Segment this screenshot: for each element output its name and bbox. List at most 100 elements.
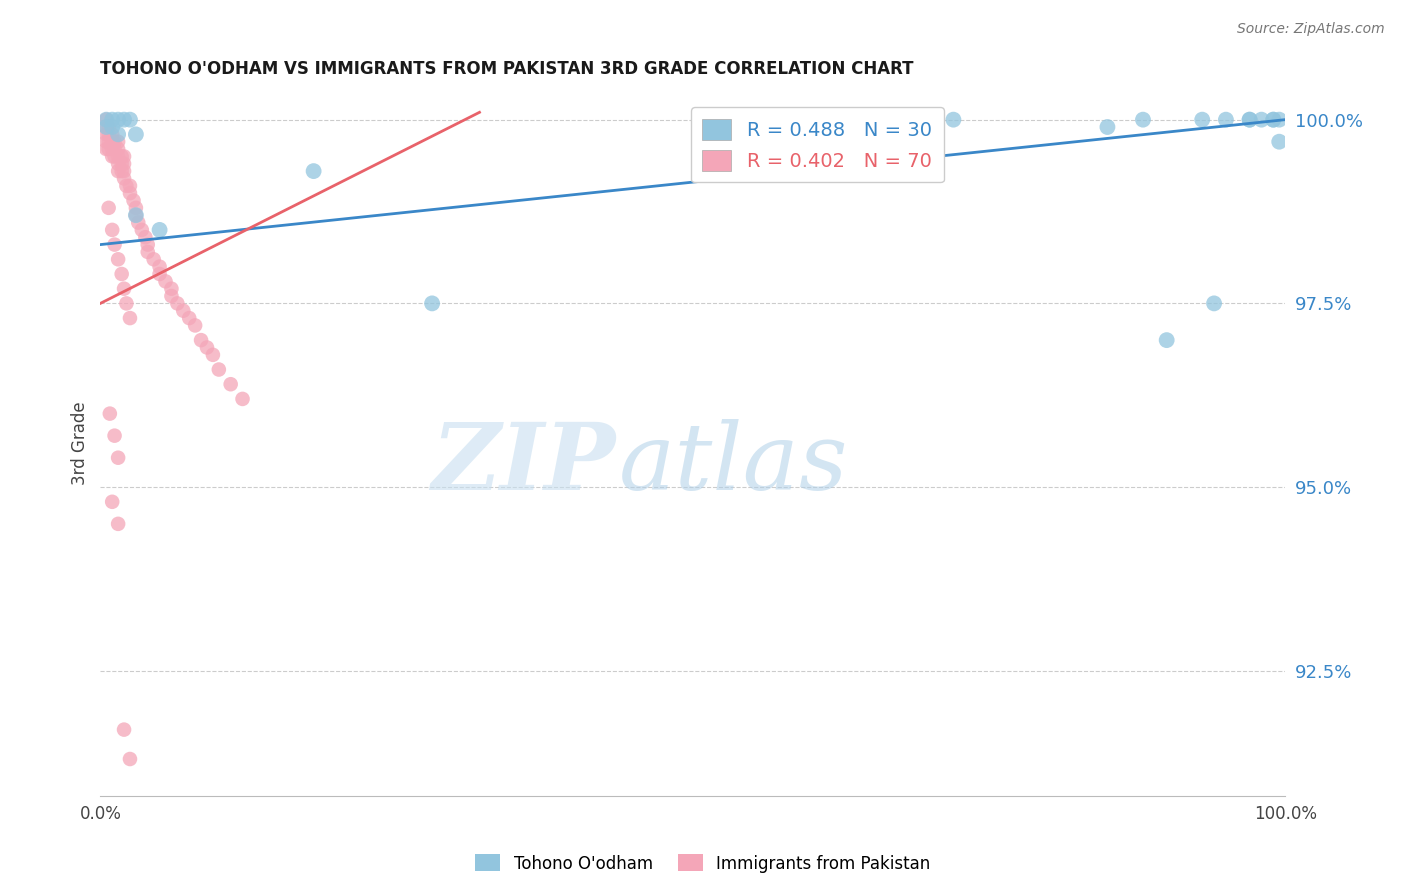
Point	[96, 142, 118, 156]
Point	[107, 142, 129, 156]
Point	[149, 267, 172, 281]
Point	[101, 142, 124, 156]
Point	[201, 348, 224, 362]
Point	[101, 120, 124, 134]
Point	[96, 112, 118, 127]
Point	[219, 377, 242, 392]
Point	[107, 112, 129, 127]
Point	[103, 428, 125, 442]
Point	[112, 282, 135, 296]
Point	[97, 142, 120, 156]
Point	[1268, 135, 1291, 149]
Point	[96, 128, 118, 142]
Point	[1215, 112, 1237, 127]
Point	[208, 362, 231, 376]
Y-axis label: 3rd Grade: 3rd Grade	[72, 401, 89, 485]
Point	[118, 178, 141, 193]
Point	[96, 120, 118, 134]
Point	[149, 223, 172, 237]
Point	[134, 230, 156, 244]
Point	[97, 135, 120, 149]
Point	[195, 341, 218, 355]
Point	[112, 149, 135, 163]
Point	[1132, 112, 1154, 127]
Point	[115, 178, 138, 193]
Point	[96, 112, 118, 127]
Point	[101, 112, 124, 127]
Text: Source: ZipAtlas.com: Source: ZipAtlas.com	[1237, 22, 1385, 37]
Point	[112, 723, 135, 737]
Point	[166, 296, 188, 310]
Point	[1239, 112, 1261, 127]
Point	[103, 237, 125, 252]
Point	[112, 164, 135, 178]
Point	[112, 112, 135, 127]
Point	[1250, 112, 1272, 127]
Point	[1097, 120, 1119, 134]
Point	[101, 135, 124, 149]
Point	[859, 112, 882, 127]
Point	[103, 142, 125, 156]
Text: atlas: atlas	[619, 419, 849, 509]
Point	[115, 296, 138, 310]
Point	[172, 303, 194, 318]
Point	[1268, 112, 1291, 127]
Point	[142, 252, 165, 267]
Point	[111, 267, 134, 281]
Point	[1202, 296, 1225, 310]
Point	[160, 289, 183, 303]
Point	[103, 135, 125, 149]
Point	[107, 128, 129, 142]
Point	[97, 201, 120, 215]
Point	[107, 450, 129, 465]
Point	[918, 112, 941, 127]
Point	[302, 164, 325, 178]
Point	[824, 112, 846, 127]
Point	[155, 274, 177, 288]
Point	[97, 120, 120, 134]
Point	[231, 392, 253, 406]
Point	[118, 311, 141, 326]
Point	[942, 112, 965, 127]
Point	[125, 208, 148, 222]
Point	[107, 516, 129, 531]
Point	[1239, 112, 1261, 127]
Text: ZIP: ZIP	[432, 419, 616, 509]
Point	[101, 223, 124, 237]
Point	[118, 112, 141, 127]
Point	[111, 157, 134, 171]
Point	[190, 333, 212, 347]
Point	[101, 128, 124, 142]
Point	[107, 157, 129, 171]
Point	[1263, 112, 1285, 127]
Point	[101, 149, 124, 163]
Point	[125, 128, 148, 142]
Legend: Tohono O'odham, Immigrants from Pakistan: Tohono O'odham, Immigrants from Pakistan	[468, 847, 938, 880]
Point	[1191, 112, 1213, 127]
Legend: R = 0.488   N = 30, R = 0.402   N = 70: R = 0.488 N = 30, R = 0.402 N = 70	[690, 107, 943, 183]
Point	[118, 752, 141, 766]
Point	[184, 318, 207, 333]
Point	[103, 149, 125, 163]
Point	[101, 495, 124, 509]
Point	[149, 260, 172, 274]
Point	[125, 208, 148, 222]
Point	[98, 407, 121, 421]
Point	[118, 186, 141, 201]
Point	[111, 164, 134, 178]
Point	[107, 164, 129, 178]
Point	[111, 149, 134, 163]
Point	[136, 237, 159, 252]
Point	[136, 244, 159, 259]
Point	[1263, 112, 1285, 127]
Point	[127, 215, 149, 229]
Point	[112, 171, 135, 186]
Point	[107, 135, 129, 149]
Point	[1156, 333, 1178, 347]
Point	[179, 311, 201, 326]
Text: TOHONO O'ODHAM VS IMMIGRANTS FROM PAKISTAN 3RD GRADE CORRELATION CHART: TOHONO O'ODHAM VS IMMIGRANTS FROM PAKIST…	[100, 60, 914, 78]
Point	[112, 157, 135, 171]
Point	[420, 296, 443, 310]
Point	[131, 223, 153, 237]
Point	[96, 135, 118, 149]
